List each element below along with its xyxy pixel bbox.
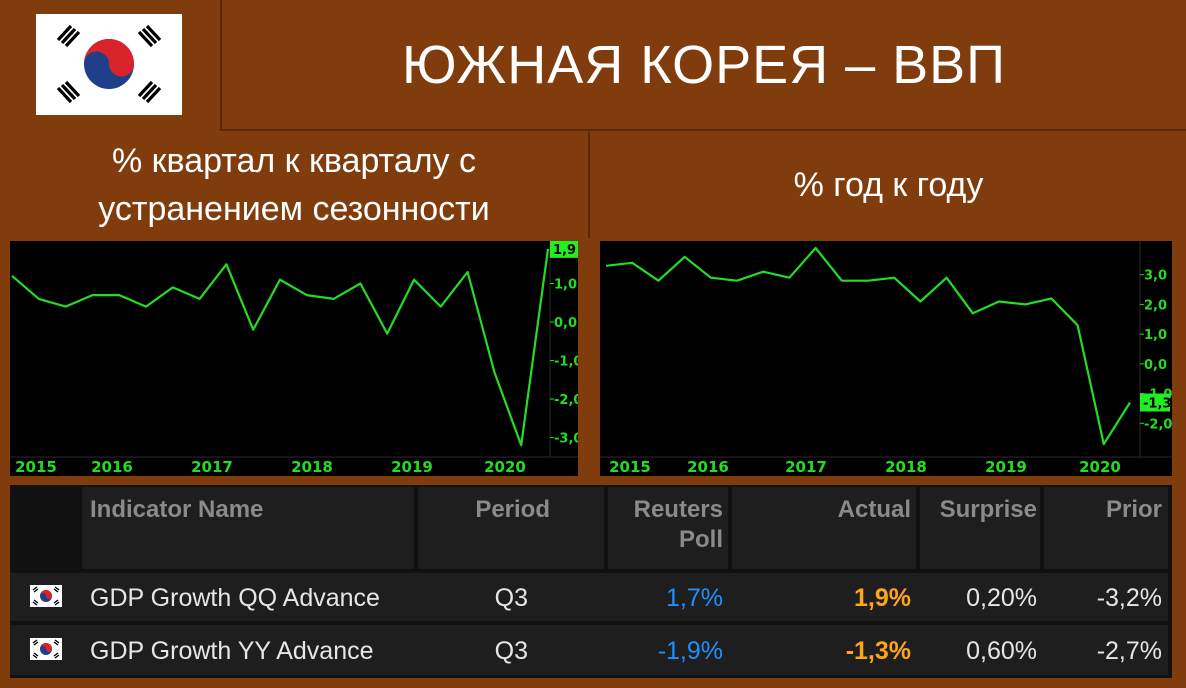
x-tick-label: 2017 [785, 458, 827, 476]
y-tick-label: -2,0 [1144, 417, 1172, 432]
y-tick-label: -3,0 [554, 432, 578, 447]
row-indicator-name: GDP Growth QQ Advance [90, 584, 380, 612]
chart-yy: 3,02,01,00,0-1,0-2,0-1,32015201620172018… [600, 241, 1172, 476]
row-period: Q3 [494, 637, 528, 665]
x-tick-label: 2020 [484, 458, 526, 476]
series-line [605, 246, 1131, 446]
subtitle-qq: % квартал к кварталу с устранением сезон… [0, 132, 590, 238]
x-tick-label: 2019 [985, 458, 1027, 476]
x-tick-label: 2016 [687, 458, 729, 476]
subtitle-yy: % год к году [793, 166, 984, 204]
last-value-label: -1,3 [1143, 396, 1171, 411]
y-tick-label: 1,0 [1144, 328, 1167, 343]
header-reuters-poll[interactable]: Reuters Poll [633, 496, 723, 553]
indicator-table: Indicator Name Period Reuters Poll Actua… [10, 485, 1172, 678]
south-korea-flag-icon [30, 638, 62, 660]
y-tick-label: -1,0 [554, 355, 578, 370]
header-prior[interactable]: Prior [1105, 496, 1162, 523]
row-actual: -1,3% [845, 637, 911, 665]
last-value-badge [1140, 393, 1170, 412]
row-reuters-poll: 1,7% [666, 584, 723, 612]
header-indicator-name[interactable]: Indicator Name [90, 496, 264, 523]
y-tick-label: 0,0 [554, 316, 577, 331]
x-tick-label: 2020 [1079, 458, 1121, 476]
y-tick-label: 0,0 [1144, 358, 1167, 373]
last-value-badge [550, 241, 578, 258]
row-prior: -3,2% [1096, 584, 1162, 612]
x-tick-label: 2015 [609, 458, 651, 476]
header-actual[interactable]: Actual [837, 496, 911, 523]
row-period: Q3 [494, 584, 528, 612]
last-value-label: 1,9 [553, 243, 576, 258]
header-period[interactable]: Period [475, 496, 550, 523]
x-tick-label: 2018 [885, 458, 927, 476]
row-surprise: 0,60% [966, 637, 1037, 665]
chart-qq: 1,91,00,0-1,0-2,0-3,01,92015201620172018… [10, 241, 578, 476]
y-tick-label: 1,0 [554, 278, 577, 293]
row-indicator-name: GDP Growth YY Advance [90, 637, 374, 665]
y-tick-label: 3,0 [1144, 269, 1167, 284]
row-actual: 1,9% [854, 584, 911, 612]
row-surprise: 0,20% [966, 584, 1037, 612]
x-tick-label: 2017 [191, 458, 233, 476]
series-line [11, 248, 550, 447]
row-prior: -2,7% [1096, 637, 1162, 665]
y-tick-label: 2,0 [1144, 298, 1167, 313]
page-title: ЮЖНАЯ КОРЕЯ – ВВП [220, 0, 1186, 131]
south-korea-flag [36, 14, 182, 115]
x-tick-label: 2019 [391, 458, 433, 476]
x-tick-label: 2018 [291, 458, 333, 476]
south-korea-flag-icon [36, 14, 182, 115]
y-tick-label: -2,0 [554, 393, 578, 408]
south-korea-flag-icon [30, 585, 62, 607]
header-surprise[interactable]: Surprise [939, 496, 1037, 523]
x-tick-label: 2016 [91, 458, 133, 476]
row-reuters-poll: -1,9% [657, 637, 723, 665]
x-tick-label: 2015 [15, 458, 57, 476]
